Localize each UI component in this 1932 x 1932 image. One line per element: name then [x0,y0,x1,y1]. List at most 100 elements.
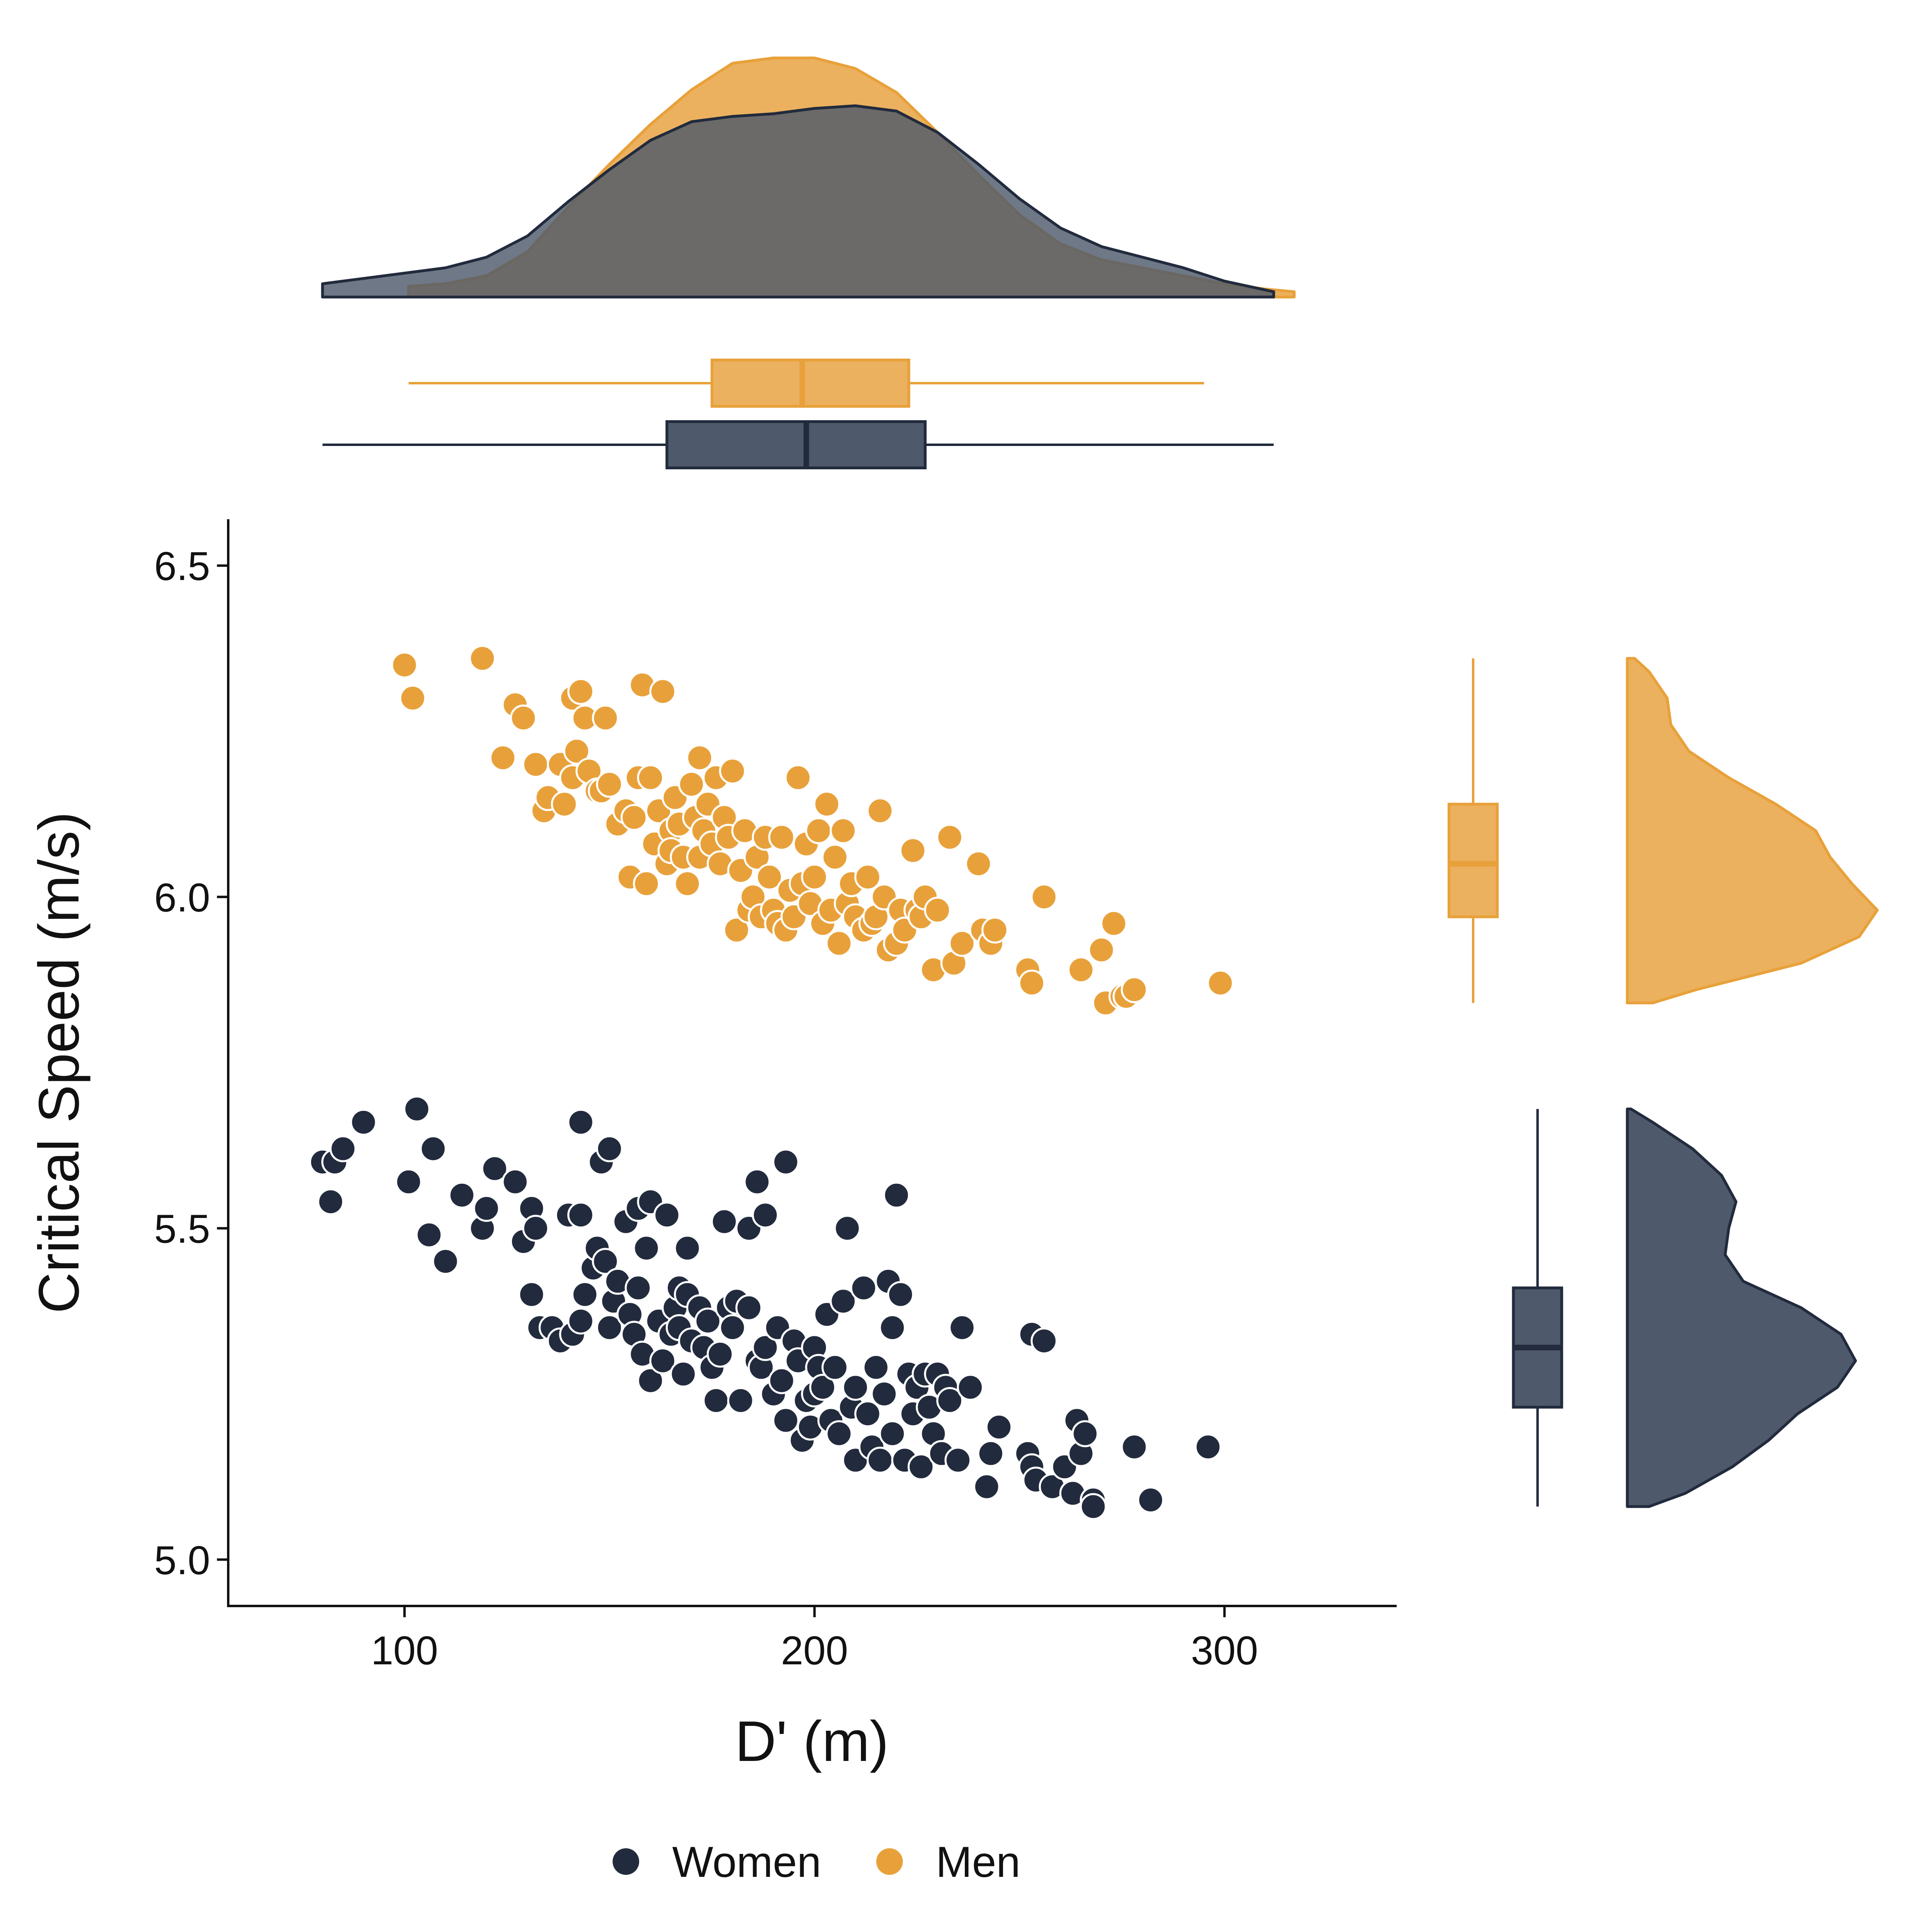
point-men [649,678,677,705]
point-women [473,1195,500,1222]
point-women [719,1314,746,1341]
x-tick-label: 100 [371,1628,438,1673]
point-women [907,1453,935,1480]
point-men [822,844,848,871]
point-women [596,1135,623,1162]
point-women [522,1215,549,1242]
point-men [1121,976,1148,1003]
axis-ticks: 100 200 300 5.0 5.5 6.0 6.5 [154,544,1258,1673]
point-men [948,930,976,957]
point-men [784,764,812,791]
point-men [981,916,1009,944]
point-men [867,797,894,824]
point-women [879,1420,906,1447]
scatter-points [309,645,1234,1520]
point-women [727,1387,754,1414]
point-women [633,1234,660,1262]
point-women [834,1215,861,1242]
point-women [879,1314,906,1341]
point-men [1067,956,1095,983]
point-women [711,1208,738,1235]
point-women [674,1234,701,1262]
point-women [867,1447,894,1474]
point-men [620,804,648,831]
top-density-panel [321,56,1296,299]
axes [227,519,1397,1607]
point-men [768,824,795,851]
point-men [567,678,594,705]
point-men [633,870,660,897]
point-men [723,916,750,944]
point-women [854,1400,881,1428]
point-women [518,1281,545,1308]
point-women [419,1135,447,1162]
point-men [1100,910,1127,937]
point-women [592,1248,619,1275]
point-women [702,1387,730,1414]
legend: Women Men [613,1837,1020,1886]
x-tick-label: 200 [781,1628,848,1673]
point-men [678,771,705,798]
x-tick-label: 300 [1191,1628,1258,1673]
point-men [936,824,964,851]
point-women [1080,1493,1107,1520]
point-women [1121,1433,1148,1461]
point-women [948,1314,976,1341]
point-women [735,1294,763,1321]
point-women [826,1420,853,1447]
right-density-women [1626,1107,1857,1508]
top-box-women [665,420,927,469]
point-women [842,1374,869,1401]
top-box-men [710,359,910,408]
point-men [399,685,426,712]
point-women [830,1288,857,1315]
point-women [502,1168,529,1195]
top-boxplot-panel [322,359,1274,469]
point-women [706,1340,734,1368]
point-women [751,1201,779,1229]
point-men [830,817,857,844]
point-men [596,771,623,798]
right-density-panel [1626,657,1879,1508]
point-women [772,1148,799,1176]
point-men [899,837,927,864]
point-women [637,1367,664,1394]
point-women [768,1367,795,1394]
point-men [551,791,578,818]
point-men [489,744,516,772]
point-women [432,1248,459,1275]
point-women [944,1447,972,1474]
point-women [822,1354,848,1381]
point-women [1137,1486,1164,1514]
point-women [403,1095,431,1123]
point-women [567,1307,594,1335]
x-axis-title: D' (m) [735,1709,889,1773]
y-tick-label: 6.0 [154,875,210,920]
point-women [653,1201,681,1229]
point-men [801,863,828,891]
point-women [1030,1327,1058,1354]
point-men [674,870,701,897]
right-boxplot-panel [1447,658,1563,1507]
point-women [395,1168,422,1195]
point-women [751,1334,779,1361]
point-women [571,1281,599,1308]
point-women [977,1440,1005,1467]
point-men [1018,969,1045,997]
point-women [329,1135,357,1162]
point-women [809,1374,836,1401]
point-women [670,1360,697,1388]
point-women [883,1181,910,1209]
point-men [510,704,537,732]
point-women [957,1374,984,1401]
point-women [871,1380,898,1408]
point-men [592,704,619,732]
y-tick-label: 5.0 [154,1538,210,1583]
legend-label-men: Men [936,1837,1020,1886]
point-women [772,1407,799,1434]
point-women [1071,1420,1099,1447]
point-women [973,1473,1000,1501]
point-women [350,1108,377,1136]
point-men [469,645,496,672]
